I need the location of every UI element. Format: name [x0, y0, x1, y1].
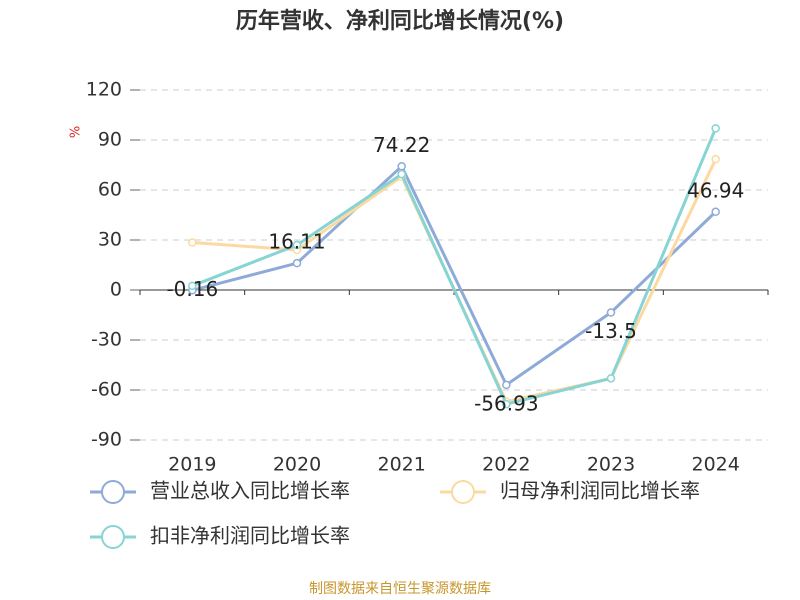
data-label: -56.93	[474, 391, 538, 415]
point	[502, 380, 511, 390]
point	[188, 238, 197, 247]
legend-label: 扣非净利润同比增长率	[150, 524, 350, 548]
point	[606, 374, 616, 383]
data-label: 46.94	[687, 178, 744, 202]
y-tick-label: 90	[98, 129, 122, 151]
data-label: -13.5	[585, 319, 637, 343]
x-tick-label: 2023	[587, 454, 635, 476]
y-axis-label: %	[69, 126, 84, 138]
series-line	[191, 163, 717, 388]
x-tick-label: 2019	[168, 454, 216, 476]
x-tick-label: 2021	[377, 454, 425, 476]
x-tick-label: 2020	[273, 454, 321, 476]
y-tick-label: 120	[86, 79, 122, 101]
y-tick-label: -30	[91, 329, 122, 351]
legend-marker	[101, 480, 125, 504]
point	[606, 308, 616, 317]
y-tick-label: 0	[110, 279, 122, 301]
point	[502, 399, 511, 409]
x-tick-label: 2024	[691, 454, 739, 476]
series-line	[192, 158, 718, 404]
point	[711, 124, 720, 133]
data-label: 16.11	[268, 230, 325, 254]
legend-marker	[101, 525, 125, 549]
source-note: 制图数据来自恒生聚源数据库	[309, 581, 491, 597]
point	[397, 169, 406, 179]
data-label: 74.22	[373, 133, 430, 157]
legend-marker	[451, 480, 475, 504]
point	[188, 281, 197, 291]
series-line	[191, 127, 718, 406]
data-label: -0.16	[166, 277, 218, 301]
point	[292, 258, 302, 268]
chart-title: 历年营收、净利同比增长情况(%)	[236, 8, 564, 34]
point	[711, 207, 720, 217]
y-tick-label: 60	[98, 179, 122, 201]
y-tick-label: -90	[91, 429, 122, 451]
point	[397, 162, 406, 171]
y-tick-label: -60	[91, 379, 122, 401]
legend-label: 归母净利润同比增长率	[500, 479, 700, 503]
point	[711, 154, 720, 164]
x-tick-label: 2022	[482, 454, 530, 476]
legend-label: 营业总收入同比增长率	[150, 479, 350, 503]
y-tick-label: 30	[98, 229, 122, 251]
point	[292, 240, 302, 250]
